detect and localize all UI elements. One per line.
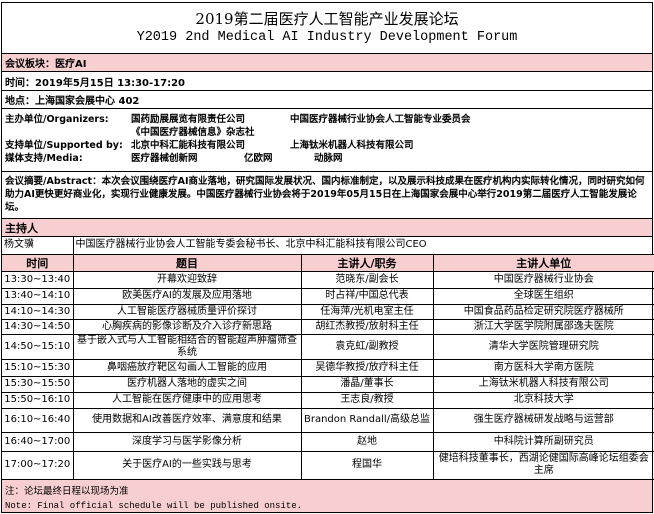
cell-topic: 欧美医疗AI的发展及应用落地 — [73, 288, 302, 305]
time: 时间：2019年5月15日 13:30-17:20 — [2, 72, 652, 91]
note-en: Note: Final official schedule will be pu… — [5, 500, 303, 511]
cell-time: 13:30~13:40 — [2, 271, 74, 289]
cell-speaker: 胡红杰教授/放射科主任 — [301, 319, 434, 335]
table-row: 13:40~14:10 欧美医疗AI的发展及应用落地 时占祥/中国总代表 全球医生组织 — [2, 288, 654, 305]
title-cn: 2019第二届医疗人工智能产业发展论坛 — [195, 10, 459, 28]
cell-affiliation: 健培科技董事长，西湖论健国际高峰论坛组委会主席 — [433, 451, 654, 480]
cell-time: 15:30~15:50 — [2, 376, 74, 393]
supporter: 上海钛米机器人科技有限公司 — [290, 140, 414, 151]
table-row: 14:10~14:30 人工智能医疗器械质量评价探讨 任海萍/光机电室主任 中国食品药… — [2, 304, 654, 320]
cell-time: 15:50~16:10 — [2, 392, 74, 409]
note: 注：论坛最终日程以现场为准 Note: Final official sched… — [2, 479, 652, 512]
cell-affiliation: 中国食品药品检定研究院医疗器械所 — [433, 304, 654, 320]
schedule-table: 杨文骥 中国医疗器械行业协会人工智能专委会秘书长、北京中科汇能科技有限公司CEO… — [2, 237, 654, 480]
cell-topic: 医疗机器人落地的虚实之间 — [73, 376, 302, 393]
organizer: 国药励展展览有限责任公司 — [131, 114, 246, 125]
table-row: 15:30~15:50 医疗机器人落地的虚实之间 潘晶/董事长 上海钛米机器人科技有限… — [2, 376, 654, 393]
session: 会议板块：医疗AI — [2, 54, 652, 72]
table-row: 14:30~14:50 心胸疾病的影像诊断及介入诊疗新思路 胡红杰教授/放射科主任浙… — [2, 319, 654, 335]
supporters-label: 支持单位/Supported by: — [5, 140, 123, 151]
cell-topic: 使用数据和AI改善医疗效率、满意度和结果 — [73, 408, 302, 433]
table-row: 15:10~15:30 鼻咽癌放疗靶区勾画人工智能的应用 吴德华教授/放疗科主任 南方… — [2, 359, 654, 377]
cell-speaker: 程国华 — [301, 451, 434, 480]
organizers-block: 主办单位/Organizers: 国药励展展览有限责任公司 中国医疗器械行业协会人工… — [2, 109, 652, 172]
cell-speaker: 任海萍/光机电室主任 — [301, 304, 434, 320]
abstract: 会议摘要/Abstract：本次会议围绕医疗AI商业落地，研究国际发展状况、国内… — [2, 172, 652, 219]
column-header: 时间 — [2, 254, 74, 272]
table-row: 15:50~16:10 人工智能在医疗健康中的应用思考 王志良/教授 北京科技大学 — [2, 392, 654, 409]
organizer: 中国医疗器械行业协会人工智能专业委员会 — [290, 114, 471, 125]
cell-speaker: 赵地 — [301, 432, 434, 452]
organizer: 《中国医疗器械信息》杂志社 — [131, 127, 255, 138]
cell-affiliation: 南方医科大学南方医院 — [433, 359, 654, 377]
cell-affiliation: 浙江大学医学院附属邵逸夫医院 — [433, 319, 654, 335]
column-header: 题目 — [73, 254, 302, 272]
cell-speaker: 袁克虹/副教授 — [301, 334, 434, 360]
cell-time: 14:30~14:50 — [2, 319, 74, 335]
cell-speaker: 范晓东/副会长 — [301, 271, 434, 289]
cell-time: 14:10~14:30 — [2, 304, 74, 320]
cell-speaker: 时占祥/中国总代表 — [301, 288, 434, 305]
host-title: 中国医疗器械行业协会人工智能专委会秘书长、北京中科汇能科技有限公司CEO — [73, 237, 654, 255]
organizers-label: 主办单位/Organizers: — [5, 114, 109, 125]
cell-topic: 心胸疾病的影像诊断及介入诊疗新思路 — [73, 319, 302, 335]
supporter: 北京中科汇能科技有限公司 — [131, 140, 246, 151]
host-name: 杨文骥 — [2, 237, 74, 255]
cell-topic: 人工智能医疗器械质量评价探讨 — [73, 304, 302, 320]
cell-topic: 基于嵌入式与人工智能相结合的智能超声肿瘤筛查系统 — [73, 334, 302, 360]
cell-time: 13:40~14:10 — [2, 288, 74, 305]
cell-topic: 开幕欢迎致辞 — [73, 271, 302, 289]
table-header: 时间 题目 主讲人/职务 主讲人单位 — [2, 254, 654, 272]
cell-time: 16:40~17:00 — [2, 432, 74, 452]
cell-time: 16:10~16:40 — [2, 408, 74, 433]
table-row: 14:50~15:10 基于嵌入式与人工智能相结合的智能超声肿瘤筛查系统 袁克虹/副… — [2, 334, 654, 360]
cell-affiliation: 上海钛米机器人科技有限公司 — [433, 376, 654, 393]
cell-topic: 人工智能在医疗健康中的应用思考 — [73, 392, 302, 409]
table-row: 16:40~17:00 深度学习与医学影像分析 赵地 中科院计算所副研究员 — [2, 432, 654, 452]
table-row: 17:00~17:20 关于医疗AI的一些实践与思考 程国华 健培科技董事长，西湖论健… — [2, 451, 654, 480]
media: 亿欧网 — [244, 153, 273, 164]
cell-speaker: 潘晶/董事长 — [301, 376, 434, 393]
cell-affiliation: 北京科技大学 — [433, 392, 654, 409]
media: 动脉网 — [314, 153, 343, 164]
host-row: 杨文骥 中国医疗器械行业协会人工智能专委会秘书长、北京中科汇能科技有限公司CEO — [2, 237, 654, 255]
header: 2019第二届医疗人工智能产业发展论坛 Y2019 2nd Medical AI… — [2, 3, 652, 54]
column-header: 主讲人单位 — [433, 254, 654, 272]
title-en: Y2019 2nd Medical AI Industry Developmen… — [136, 30, 518, 45]
cell-affiliation: 中国医疗器械行业协会 — [433, 271, 654, 289]
cell-time: 15:10~15:30 — [2, 359, 74, 377]
cell-speaker: Brandon Randall/高级总监 — [301, 408, 434, 433]
cell-topic: 深度学习与医学影像分析 — [73, 432, 302, 452]
cell-topic: 鼻咽癌放疗靶区勾画人工智能的应用 — [73, 359, 302, 377]
cell-time: 14:50~15:10 — [2, 334, 74, 360]
cell-affiliation: 全球医生组织 — [433, 288, 654, 305]
note-cn: 注：论坛最终日程以现场为准 — [5, 485, 129, 497]
media: 医疗器械创新网 — [131, 153, 198, 164]
cell-topic: 关于医疗AI的一些实践与思考 — [73, 451, 302, 480]
media-label: 媒体支持/Media: — [5, 153, 83, 164]
cell-time: 17:00~17:20 — [2, 451, 74, 480]
table-row: 16:10~16:40 使用数据和AI改善医疗效率、满意度和结果 Brandon R… — [2, 408, 654, 433]
cell-speaker: 王志良/教授 — [301, 392, 434, 409]
cell-affiliation: 清华大学医院管理研究院 — [433, 334, 654, 360]
venue: 地点：上海国家会展中心 402 — [2, 91, 652, 109]
column-header: 主讲人/职务 — [301, 254, 434, 272]
cell-affiliation: 强生医疗器械研发战略与运营部 — [433, 408, 654, 433]
host-heading: 主持人 — [2, 219, 652, 237]
cell-speaker: 吴德华教授/放疗科主任 — [301, 359, 434, 377]
cell-affiliation: 中科院计算所副研究员 — [433, 432, 654, 452]
table-row: 13:30~13:40 开幕欢迎致辞 范晓东/副会长 中国医疗器械行业协会 — [2, 271, 654, 289]
